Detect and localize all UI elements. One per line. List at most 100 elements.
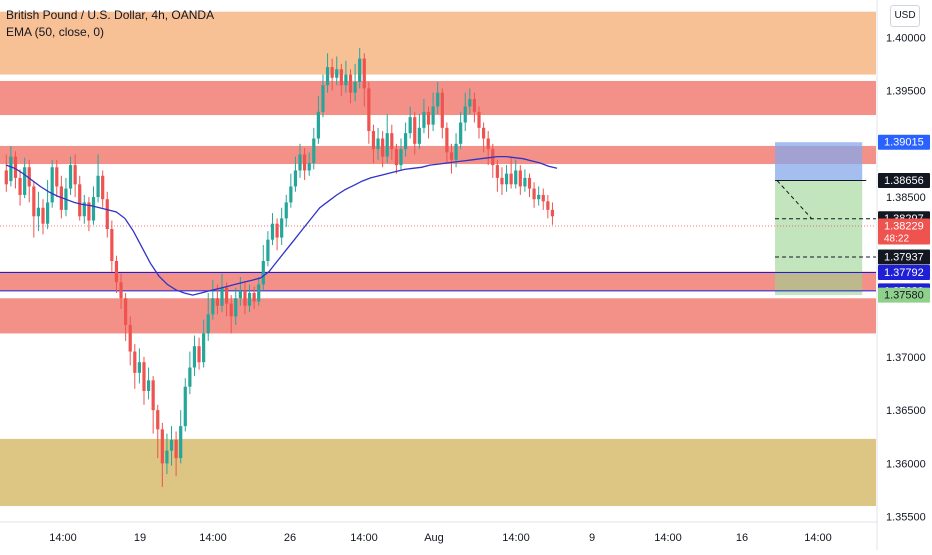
chart-title: British Pound / U.S. Dollar, 4h, OANDA — [6, 8, 215, 22]
candle — [335, 56, 339, 86]
candle — [261, 245, 265, 291]
candle — [532, 182, 536, 208]
candle-body — [385, 133, 389, 157]
candle — [399, 138, 403, 171]
countdown-label: 48:22 — [884, 233, 909, 244]
price-tick-label: 1.38500 — [886, 192, 926, 204]
candle — [119, 273, 123, 309]
candle — [431, 92, 435, 132]
candle-body — [353, 82, 357, 93]
candle-body — [344, 74, 348, 86]
time-tick-label: 16 — [736, 532, 748, 544]
candle — [339, 63, 343, 96]
candle-body — [257, 284, 261, 302]
candle-body — [9, 156, 13, 182]
candle-body — [459, 122, 463, 144]
candle-body — [124, 298, 128, 325]
time-tick-label: 26 — [284, 532, 296, 544]
time-tick-label: 14:00 — [502, 532, 530, 544]
candle-body — [307, 162, 311, 171]
candle-body — [325, 67, 330, 86]
time-tick-label: 19 — [134, 532, 146, 544]
candle — [381, 131, 385, 168]
price-label-bg-7 — [878, 287, 930, 303]
candle — [330, 58, 334, 91]
candle — [537, 186, 541, 206]
candle-body — [160, 429, 164, 464]
candle — [459, 111, 463, 150]
candle — [449, 143, 454, 174]
candle — [234, 287, 238, 325]
candle — [18, 169, 22, 206]
candle-body — [137, 362, 141, 373]
candle — [385, 113, 389, 163]
candle — [440, 88, 444, 139]
candle-body — [280, 218, 284, 238]
price-label: 1.37792 — [884, 267, 924, 279]
currency-button[interactable]: USD — [890, 5, 920, 27]
candle — [348, 69, 353, 104]
candle-body — [426, 111, 431, 125]
candle-body — [275, 223, 279, 238]
candle — [160, 422, 164, 487]
candle-body — [270, 223, 275, 240]
candle-body — [537, 194, 541, 200]
candle — [174, 431, 178, 477]
price-label: 1.38229 — [884, 220, 924, 232]
candle-body — [468, 99, 472, 107]
candle — [105, 191, 109, 238]
candle — [73, 154, 77, 198]
candle-body — [91, 197, 96, 221]
candle — [197, 337, 201, 370]
candle — [293, 156, 298, 192]
candle — [527, 173, 532, 198]
price-tick-label: 1.35500 — [886, 512, 926, 524]
candle — [307, 152, 311, 176]
candle-body — [211, 298, 215, 315]
position-target-zone — [775, 180, 863, 296]
candle — [280, 207, 284, 246]
candle — [270, 213, 275, 246]
candle-body — [440, 92, 444, 128]
candle-body — [243, 290, 247, 306]
candle — [445, 122, 449, 163]
candle-body — [348, 74, 353, 93]
candle — [45, 180, 50, 230]
candle-body — [78, 184, 82, 217]
candle — [541, 188, 545, 210]
candle — [36, 191, 41, 232]
candle — [353, 63, 357, 102]
candle-body — [128, 324, 132, 352]
time-tick-label: Aug — [424, 532, 444, 544]
candle — [509, 156, 513, 189]
candle — [275, 218, 279, 251]
candle — [518, 165, 522, 195]
candle-body — [36, 207, 41, 217]
candle — [188, 351, 192, 395]
candle-body — [133, 351, 137, 373]
candle — [344, 60, 348, 93]
price-label-bg-0 — [878, 134, 930, 150]
candle — [206, 292, 210, 341]
candle-body — [146, 380, 151, 391]
candle-body — [229, 303, 233, 317]
time-tick-label: 14:00 — [804, 532, 832, 544]
indicator-legend[interactable]: EMA (50, close, 0) — [6, 25, 105, 39]
candle-body — [550, 209, 555, 217]
candle-body — [27, 167, 31, 187]
candle — [4, 154, 8, 192]
candle-body — [312, 138, 316, 163]
time-tick-label: 14:00 — [49, 532, 77, 544]
candle-body — [13, 156, 18, 178]
candle — [298, 143, 302, 178]
candle — [137, 348, 141, 384]
candle-body — [32, 186, 36, 217]
candle — [321, 74, 325, 118]
candle — [403, 122, 408, 157]
candle — [284, 194, 288, 227]
candle-body — [68, 165, 73, 189]
candle-body — [96, 175, 100, 198]
zone-resistance-2 — [0, 145, 876, 165]
